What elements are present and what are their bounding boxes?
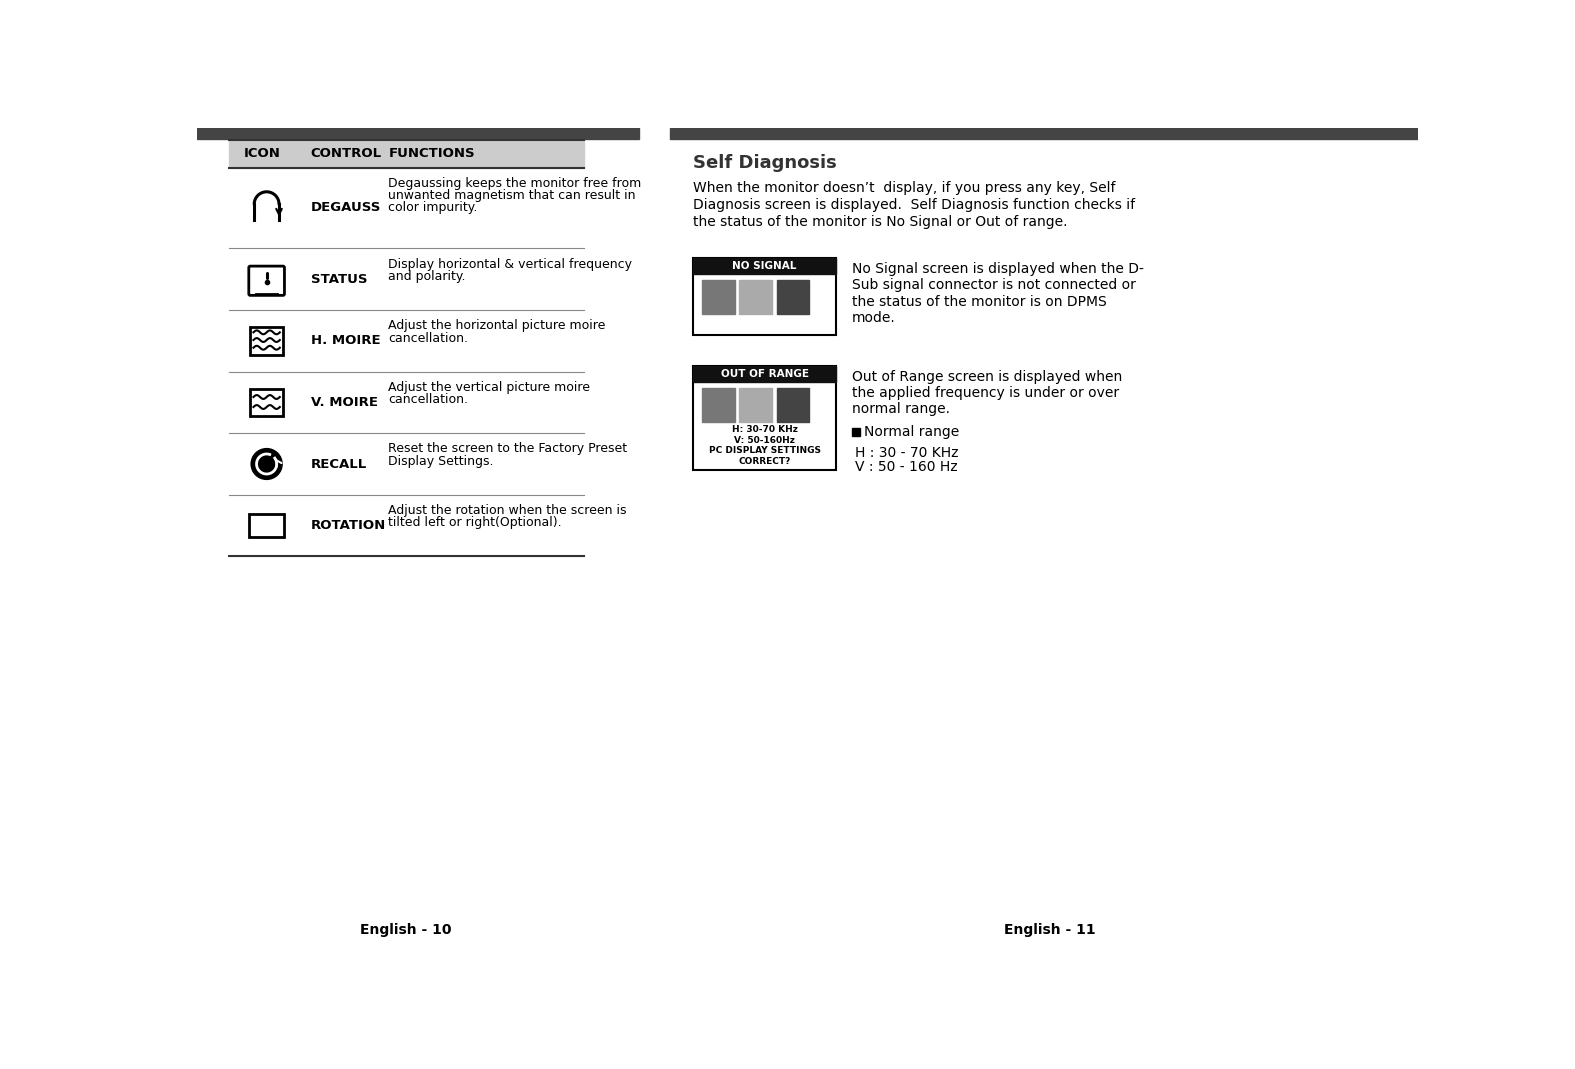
Text: Adjust the vertical picture moire: Adjust the vertical picture moire <box>389 381 591 393</box>
Text: ROTATION: ROTATION <box>310 520 386 532</box>
Text: H. MOIRE: H. MOIRE <box>310 335 381 347</box>
Bar <box>693 259 836 274</box>
Bar <box>776 280 810 314</box>
Text: STATUS: STATUS <box>310 273 367 285</box>
Text: V: 50-160Hz: V: 50-160Hz <box>734 435 795 445</box>
Text: DEGAUSS: DEGAUSS <box>310 201 381 215</box>
Bar <box>250 388 284 416</box>
Text: When the monitor doesn’t  display, if you press any key, Self: When the monitor doesn’t display, if you… <box>693 182 1115 196</box>
Text: V : 50 - 160 Hz: V : 50 - 160 Hz <box>855 460 958 475</box>
Text: and polarity.: and polarity. <box>389 270 466 283</box>
Bar <box>739 388 772 421</box>
Text: tilted left or right(Optional).: tilted left or right(Optional). <box>389 516 562 529</box>
Bar <box>693 367 836 470</box>
Text: RECALL: RECALL <box>310 458 367 470</box>
Text: Sub signal connector is not connected or: Sub signal connector is not connected or <box>852 278 1136 293</box>
Text: the status of the monitor is on DPMS: the status of the monitor is on DPMS <box>852 295 1107 309</box>
Text: cancellation.: cancellation. <box>389 393 468 406</box>
Text: normal range.: normal range. <box>852 402 950 417</box>
Text: cancellation.: cancellation. <box>389 331 468 344</box>
Bar <box>250 327 284 355</box>
Text: Degaussing keeps the monitor free from: Degaussing keeps the monitor free from <box>389 176 641 190</box>
Text: Display horizontal & vertical frequency: Display horizontal & vertical frequency <box>389 258 632 270</box>
Text: mode.: mode. <box>852 311 896 325</box>
Text: the status of the monitor is No Signal or Out of range.: the status of the monitor is No Signal o… <box>693 215 1068 229</box>
Text: NO SIGNAL: NO SIGNAL <box>732 261 797 272</box>
Text: Reset the screen to the Factory Preset: Reset the screen to the Factory Preset <box>389 443 627 455</box>
Text: English - 11: English - 11 <box>1003 923 1095 936</box>
Circle shape <box>250 449 282 479</box>
Bar <box>702 388 734 421</box>
Text: Display Settings.: Display Settings. <box>389 454 495 468</box>
Text: V. MOIRE: V. MOIRE <box>310 396 378 409</box>
Text: Diagnosis screen is displayed.  Self Diagnosis function checks if: Diagnosis screen is displayed. Self Diag… <box>693 199 1136 213</box>
Bar <box>197 128 638 139</box>
Text: OUT OF RANGE: OUT OF RANGE <box>721 369 808 378</box>
Text: unwanted magnetism that can result in: unwanted magnetism that can result in <box>389 189 636 202</box>
Bar <box>249 514 285 537</box>
Bar <box>230 140 584 168</box>
Text: CORRECT?: CORRECT? <box>739 458 791 466</box>
Text: color impurity.: color impurity. <box>389 201 477 215</box>
Text: Out of Range screen is displayed when: Out of Range screen is displayed when <box>852 370 1121 384</box>
FancyBboxPatch shape <box>249 266 285 295</box>
Bar <box>702 280 734 314</box>
Text: H: 30-70 KHz: H: 30-70 KHz <box>732 424 797 434</box>
Bar <box>776 388 810 421</box>
Bar <box>852 428 860 436</box>
Text: Adjust the rotation when the screen is: Adjust the rotation when the screen is <box>389 505 627 517</box>
Bar <box>669 128 1418 139</box>
Text: the applied frequency is under or over: the applied frequency is under or over <box>852 386 1118 400</box>
Bar <box>739 280 772 314</box>
Text: No Signal screen is displayed when the D-: No Signal screen is displayed when the D… <box>852 262 1143 276</box>
Bar <box>693 259 836 336</box>
Text: Normal range: Normal range <box>865 424 959 438</box>
Text: CONTROL: CONTROL <box>310 148 381 160</box>
Text: Adjust the horizontal picture moire: Adjust the horizontal picture moire <box>389 320 606 332</box>
Text: English - 10: English - 10 <box>361 923 452 936</box>
Text: Self Diagnosis: Self Diagnosis <box>693 154 836 172</box>
Text: H : 30 - 70 KHz: H : 30 - 70 KHz <box>855 446 958 461</box>
Text: FUNCTIONS: FUNCTIONS <box>389 148 476 160</box>
Bar <box>693 367 836 382</box>
Text: ICON: ICON <box>244 148 280 160</box>
Text: PC DISPLAY SETTINGS: PC DISPLAY SETTINGS <box>709 446 821 455</box>
